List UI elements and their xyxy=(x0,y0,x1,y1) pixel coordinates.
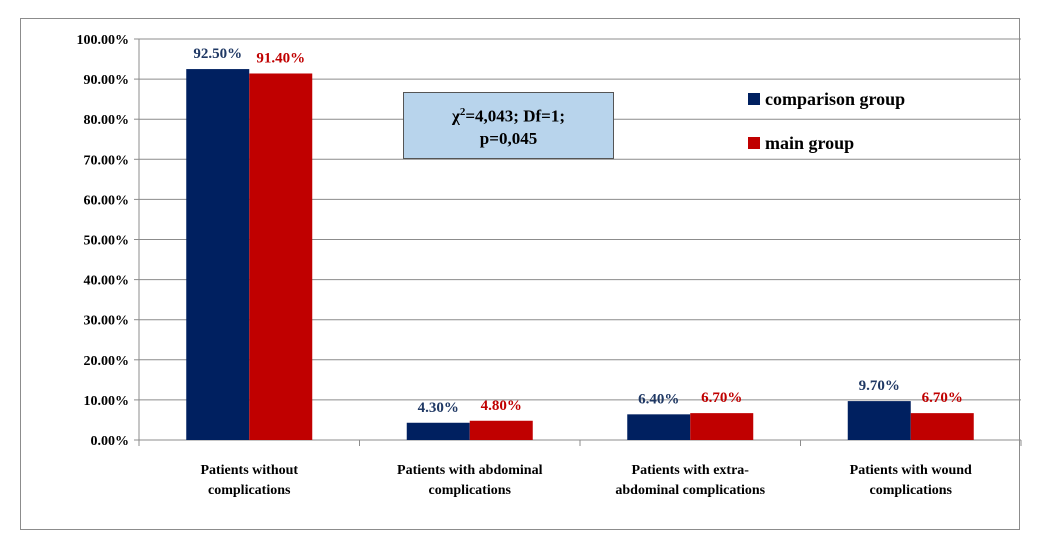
bar xyxy=(249,73,313,441)
category-label: Patients with wound xyxy=(850,463,972,478)
y-tick-label: 20.00% xyxy=(84,354,130,369)
y-tick-label: 70.00% xyxy=(84,153,130,168)
bar xyxy=(186,69,250,440)
y-tick-label: 10.00% xyxy=(84,394,130,409)
y-tick-label: 0.00% xyxy=(91,434,130,449)
chi-symbol: χ xyxy=(452,106,460,126)
bar xyxy=(847,401,911,440)
y-tick-label: 80.00% xyxy=(84,113,130,128)
statistics-line-2: p=0,045 xyxy=(479,128,538,148)
y-tick-label: 40.00% xyxy=(84,274,130,289)
statistics-line-1: χ2=4,043; Df=1; xyxy=(452,101,565,128)
category-label: Patients with abdominal xyxy=(397,463,543,478)
category-label: abdominal complications xyxy=(615,483,765,498)
data-label: 6.40% xyxy=(638,391,679,407)
y-tick-label: 60.00% xyxy=(84,193,130,208)
data-label: 6.70% xyxy=(922,390,963,406)
y-tick-label: 30.00% xyxy=(84,314,130,329)
y-tick-label: 100.00% xyxy=(77,33,130,48)
category-label: Patients with extra- xyxy=(632,463,750,478)
statistics-text: =4,043; Df=1; xyxy=(465,106,565,126)
chi-superscript: 2 xyxy=(459,106,466,119)
statistics-annotation-box: χ2=4,043; Df=1; p=0,045 xyxy=(403,92,614,159)
category-label: complications xyxy=(429,483,512,498)
category-label: complications xyxy=(870,483,953,498)
data-label: 4.80% xyxy=(481,398,522,414)
data-label: 6.70% xyxy=(701,390,742,406)
bar xyxy=(406,422,470,440)
bar xyxy=(910,413,974,440)
y-tick-label: 50.00% xyxy=(84,234,130,249)
y-tick-label: 90.00% xyxy=(84,73,130,88)
data-label: 4.30% xyxy=(418,400,459,416)
legend-label: main group xyxy=(765,133,854,153)
category-label: complications xyxy=(208,483,291,498)
data-label: 92.50% xyxy=(193,46,242,62)
bar xyxy=(690,413,754,440)
data-label: 91.40% xyxy=(256,50,305,66)
bar xyxy=(627,414,691,440)
legend-swatch xyxy=(748,93,760,105)
legend-swatch xyxy=(748,137,760,149)
legend-label: comparison group xyxy=(765,89,905,109)
data-label: 9.70% xyxy=(859,378,900,394)
bar xyxy=(469,420,533,440)
category-label: Patients without xyxy=(200,463,298,478)
